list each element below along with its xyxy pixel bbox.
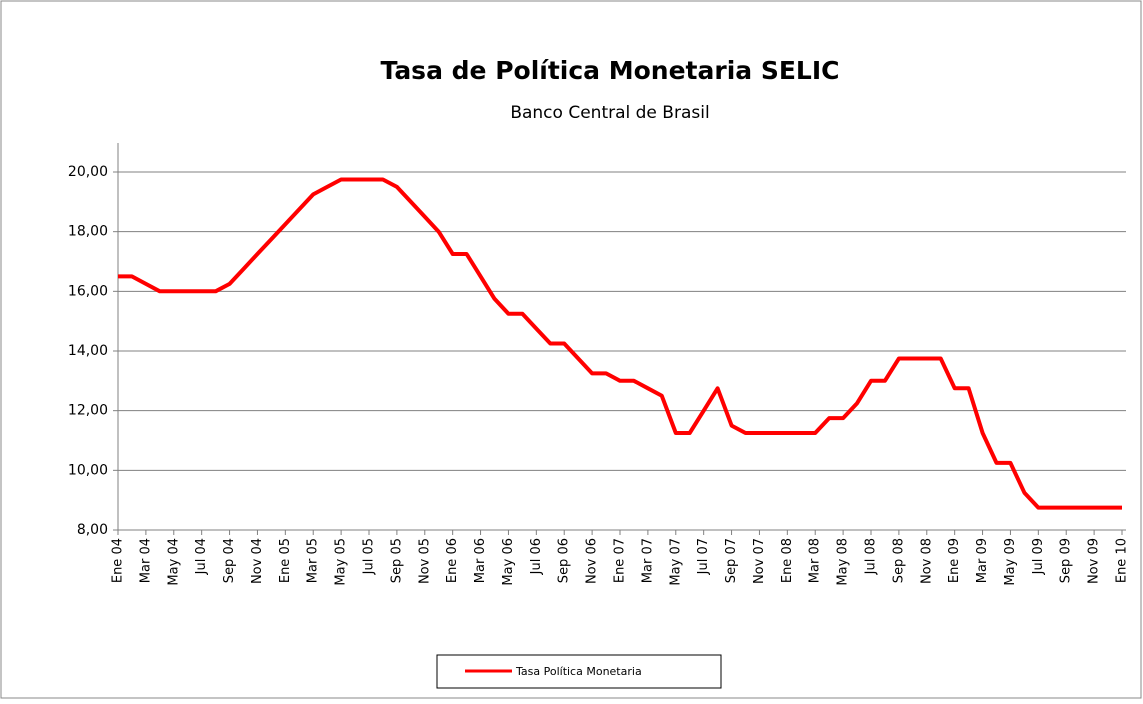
legend-label: Tasa Política Monetaria: [515, 665, 642, 678]
chart-subtitle: Banco Central de Brasil: [510, 103, 709, 123]
series-line: [118, 177, 1122, 510]
x-tick-label: Jul 04: [194, 538, 209, 575]
x-tick-label: May 09: [1003, 538, 1018, 586]
x-tick-label: Nov 09: [1087, 538, 1102, 584]
x-tick-label: Sep 09: [1059, 538, 1074, 583]
y-tick-label: 14,00: [68, 343, 108, 359]
x-tick-label: Ene 10: [1115, 538, 1130, 583]
x-tick-label: Nov 07: [752, 538, 767, 584]
x-tick-label: May 08: [836, 538, 851, 586]
x-tick-label: Mar 07: [640, 538, 655, 583]
x-tick-label: Sep 04: [222, 538, 237, 583]
x-tick-label: Sep 08: [891, 538, 906, 583]
x-tick-label: Sep 06: [557, 538, 572, 583]
x-tick-label: Ene 05: [278, 538, 293, 583]
x-tick-label: Mar 05: [306, 538, 321, 583]
x-tick-label: Nov 06: [585, 538, 600, 584]
x-tick-label: Nov 08: [919, 538, 934, 584]
y-tick-label: 10,00: [68, 462, 108, 478]
x-tick-label: Nov 05: [417, 538, 432, 584]
x-tick-label: Mar 08: [808, 538, 823, 583]
y-tick-label: 16,00: [68, 283, 108, 299]
y-tick-label: 12,00: [68, 403, 108, 419]
x-tick-label: Sep 07: [724, 538, 739, 583]
x-tick-label: Jul 08: [864, 538, 879, 575]
x-tick-label: May 07: [668, 538, 683, 586]
x-tick-label: May 06: [501, 538, 516, 586]
x-tick-label: Jul 05: [362, 538, 377, 575]
x-tick-label: Ene 06: [445, 538, 460, 583]
x-tick-label: Jul 07: [696, 538, 711, 575]
x-tick-label: May 04: [166, 538, 181, 586]
x-tick-label: Ene 04: [111, 538, 126, 583]
x-tick-label: May 05: [334, 538, 349, 586]
x-tick-label: Mar 09: [975, 538, 990, 583]
x-tick-label: Mar 04: [138, 538, 153, 583]
y-tick-label: 20,00: [68, 164, 108, 180]
x-tick-label: Ene 07: [613, 538, 628, 583]
y-tick-label: 8,00: [77, 522, 108, 538]
x-tick-label: Sep 05: [389, 538, 404, 583]
y-tick-label: 18,00: [68, 224, 108, 240]
x-tick-label: Nov 04: [250, 538, 265, 584]
x-tick-label: Ene 08: [780, 538, 795, 583]
x-tick-label: Jul 09: [1031, 538, 1046, 575]
x-tick-label: Mar 06: [473, 538, 488, 583]
chart-title: Tasa de Política Monetaria SELIC: [380, 56, 839, 85]
x-tick-label: Ene 09: [947, 538, 962, 583]
x-tick-label: Jul 06: [529, 538, 544, 575]
